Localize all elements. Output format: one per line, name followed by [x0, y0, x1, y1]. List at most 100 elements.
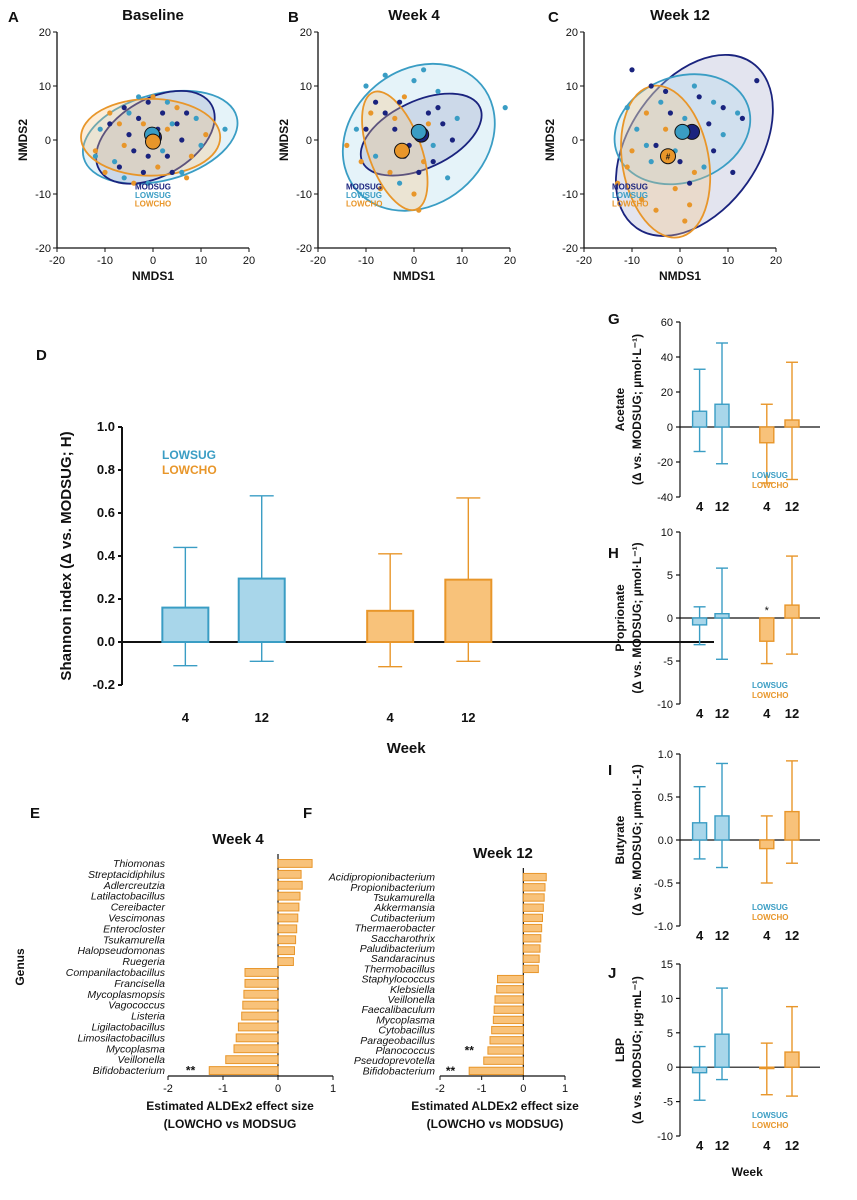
y-tick-label: 60 [661, 317, 673, 329]
y-tick-label: 0.4 [97, 548, 116, 563]
x-tick-label: -1 [477, 1083, 487, 1095]
point-lowcho [691, 169, 698, 175]
panel-letter-F: F [303, 805, 312, 822]
bar-akkermansia [522, 903, 544, 912]
ellipse-modsug [615, 53, 774, 237]
x-tick-label: -2 [435, 1083, 445, 1095]
x-axis-label: Estimated ALDEx2 effect size [411, 1099, 579, 1113]
point-lowcho [663, 126, 669, 132]
point-lowsug [136, 94, 142, 100]
bar-lowcho-week12 [784, 810, 800, 841]
point-lowcho [140, 121, 146, 127]
genus-label: Cytobacillus [378, 1025, 435, 1037]
y-tick-label: 40 [661, 352, 673, 364]
chart-title: Week 12 [473, 845, 533, 862]
y-axis-label: Genus [13, 948, 27, 986]
x-tick-label: -10 [624, 255, 640, 267]
point-lowsug [624, 105, 630, 111]
point-lowcho [174, 105, 180, 111]
point-lowsug [112, 159, 118, 165]
x-tick-label: 10 [456, 255, 468, 267]
x-category-label: 4 [696, 499, 704, 514]
legend-lowsug: LOWSUG [752, 681, 788, 690]
point-lowcho [615, 180, 621, 186]
point-lowcho [368, 110, 374, 116]
bar-adlercreutzia [277, 880, 303, 890]
y-tick-label: -10 [657, 1131, 673, 1143]
genus-label: Francisella [114, 978, 165, 990]
point-lowcho [116, 121, 122, 127]
point-modsug [696, 94, 702, 100]
point-modsug [107, 121, 113, 127]
point-lowsug [222, 126, 228, 132]
bar-lowcho-week4 [759, 617, 775, 642]
point-lowsug [121, 175, 127, 181]
point-lowsug [682, 115, 688, 121]
y-tick-label: 20 [566, 27, 578, 39]
genus-label: Parageobacillus [360, 1035, 435, 1047]
point-modsug [136, 115, 142, 121]
chart-title: Week 4 [388, 7, 440, 24]
genus-label: Mycoplasma [106, 1043, 165, 1055]
panel-letter-E: E [30, 805, 40, 822]
x-axis-label: NMDS1 [393, 269, 435, 283]
point-modsug [687, 180, 693, 186]
y-tick-label: -20 [562, 243, 578, 255]
x-axis-label: NMDS1 [132, 269, 174, 283]
point-modsug [116, 164, 122, 170]
chart-title: Baseline [122, 7, 184, 24]
y-axis-label: NMDS2 [277, 119, 291, 161]
bar-vagococcus [242, 1000, 279, 1010]
bar-paludibacterium [522, 944, 541, 953]
bar-lowsug-week4 [691, 822, 708, 841]
legend-lowcho: LOWCHO [135, 200, 171, 209]
centroid-lowsug [410, 123, 427, 140]
point-lowsug [445, 175, 451, 181]
y-tick-label: 10 [39, 81, 51, 93]
bar-parageobacillus [489, 1036, 524, 1045]
genus-label: Faecalibaculum [361, 1004, 435, 1016]
bar-saccharothrix [522, 934, 542, 943]
point-modsug [179, 137, 185, 143]
centroid-label: # [666, 153, 671, 162]
y-axis-label-units: (Δ vs. MODSUG; µg·mL⁻¹) [630, 976, 644, 1124]
panel-letter-D: D [36, 347, 47, 364]
point-lowcho [629, 148, 635, 154]
point-modsug [440, 121, 446, 127]
bar-limosilactobacillus [235, 1033, 279, 1043]
x-axis-label: NMDS1 [659, 269, 701, 283]
point-modsug [754, 78, 760, 84]
x-tick-label: 20 [243, 255, 255, 267]
bar-thiomonas [277, 859, 313, 868]
x-category-label: 4 [763, 499, 771, 514]
x-tick-label: 20 [770, 255, 782, 267]
point-lowcho [653, 207, 659, 213]
panel-letter-G: G [608, 311, 620, 328]
point-modsug [145, 153, 151, 159]
genus-label: Thiomonas [113, 858, 166, 870]
x-tick-label: -10 [97, 255, 113, 267]
point-lowcho [643, 110, 650, 116]
x-category-label: 12 [715, 1138, 729, 1153]
y-tick-label: -20 [657, 457, 673, 469]
genus-label: Veillonella [118, 1054, 166, 1066]
x-tick-label: 10 [195, 255, 207, 267]
bar-enterocloster [277, 924, 298, 934]
x-category-label: 4 [696, 928, 704, 943]
significance-marker: * [765, 605, 770, 617]
bar-lowsug-week4 [161, 606, 210, 643]
y-tick-label: 10 [566, 81, 578, 93]
genus-label: Adlercreutzia [103, 880, 165, 892]
x-tick-label: 20 [504, 255, 516, 267]
point-lowsug [658, 99, 664, 105]
point-modsug [739, 115, 746, 121]
legend-lowcho: LOWCHO [162, 463, 217, 477]
point-lowsug [454, 115, 460, 121]
point-lowsug [397, 180, 403, 186]
point-lowsug [648, 159, 654, 165]
point-modsug [435, 105, 441, 111]
x-tick-label: -10 [358, 255, 374, 267]
bar-staphylococcus [497, 974, 524, 984]
x-category-label: 12 [785, 499, 799, 514]
point-modsug [392, 126, 398, 132]
